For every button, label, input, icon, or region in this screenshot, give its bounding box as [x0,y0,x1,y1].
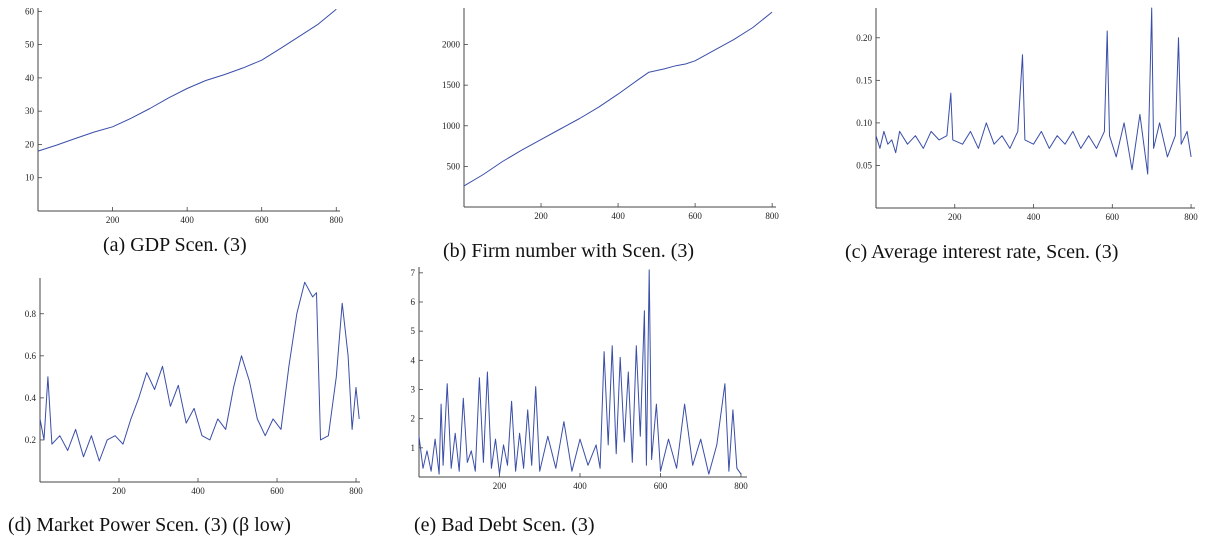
y-tick-label: 500 [447,161,461,171]
y-tick-label: 2000 [442,40,461,50]
x-tick-label: 200 [493,481,507,491]
market-power-chart: 200 400 600 800 0.2 0.4 0.6 0.8 [25,278,363,496]
y-tick-label: 1 [411,443,416,453]
y-tick-label: 1500 [442,80,461,90]
y-tick-label: 7 [411,268,416,278]
x-tick-label: 600 [270,486,284,496]
x-tick-label: 800 [349,486,363,496]
x-tick-label: 600 [688,211,702,221]
x-tick-label: 600 [1106,212,1120,222]
y-tick-label: 40 [25,73,35,83]
firm-number-chart: 200 400 600 800 500 1000 1500 2000 [442,8,779,221]
x-tick-label: 800 [1184,212,1198,222]
y-tick-label: 5 [411,326,416,336]
x-tick-label: 200 [948,212,962,222]
caption-a: (a) GDP Scen. (3) [103,234,247,256]
caption-c: (c) Average interest rate, Scen. (3) [845,241,1119,263]
y-tick-label: 0.6 [25,351,37,361]
y-tick-label: 3 [411,385,416,395]
y-tick-label: 6 [411,297,416,307]
x-tick-label: 600 [255,215,269,225]
x-tick-label: 800 [765,211,779,221]
chart-panel-d: 200 400 600 800 0.2 0.4 0.6 0.8 [10,278,372,500]
bad-debt-chart: 200 400 600 800 1 2 3 4 5 6 7 [411,267,748,491]
x-tick-label: 400 [191,486,205,496]
y-tick-label: 0.20 [856,33,872,43]
caption-e: (e) Bad Debt Scen. (3) [414,514,595,536]
caption-b: (b) Firm number with Scen. (3) [443,240,695,262]
series-line [39,281,360,462]
y-tick-label: 0.2 [25,435,36,445]
y-tick-label: 0.05 [856,160,872,170]
x-tick-label: 800 [330,215,344,225]
x-tick-label: 200 [106,215,120,225]
y-tick-label: 30 [25,106,35,116]
series-line [463,11,773,187]
y-tick-label: 0.10 [856,118,872,128]
y-tick-label: 10 [25,173,35,183]
x-tick-label: 400 [180,215,194,225]
x-tick-label: 400 [573,481,587,491]
x-tick-label: 400 [1027,212,1041,222]
y-tick-label: 4 [411,355,416,365]
x-tick-label: 400 [611,211,625,221]
x-tick-label: 200 [534,211,548,221]
y-tick-label: 20 [25,139,35,149]
gdp-chart: 200 400 600 800 10 20 30 40 50 60 [25,6,344,225]
chart-panel-c: 200 400 600 800 0.05 0.10 0.15 0.20 [840,6,1210,222]
x-tick-label: 200 [112,486,126,496]
x-tick-label: 800 [734,481,748,491]
y-tick-label: 0.8 [25,309,37,319]
interest-rate-chart: 200 400 600 800 0.05 0.10 0.15 0.20 [856,7,1198,222]
series-line [875,7,1192,175]
y-tick-label: 2 [411,414,416,424]
y-tick-label: 0.15 [856,75,872,85]
y-tick-label: 1000 [442,121,461,131]
series-line [37,8,337,152]
series-line [418,269,742,475]
y-tick-label: 60 [25,6,35,16]
y-tick-label: 0.4 [25,393,37,403]
chart-panel-b: 200 400 600 800 500 1000 1500 2000 [430,6,790,226]
y-tick-label: 50 [25,40,35,50]
chart-panel-a: 200 400 600 800 10 20 30 40 50 60 [10,6,370,226]
chart-panel-e: 200 400 600 800 1 2 3 4 5 6 7 [405,265,760,495]
x-tick-label: 600 [654,481,668,491]
caption-d: (d) Market Power Scen. (3) (β low) [8,514,291,536]
